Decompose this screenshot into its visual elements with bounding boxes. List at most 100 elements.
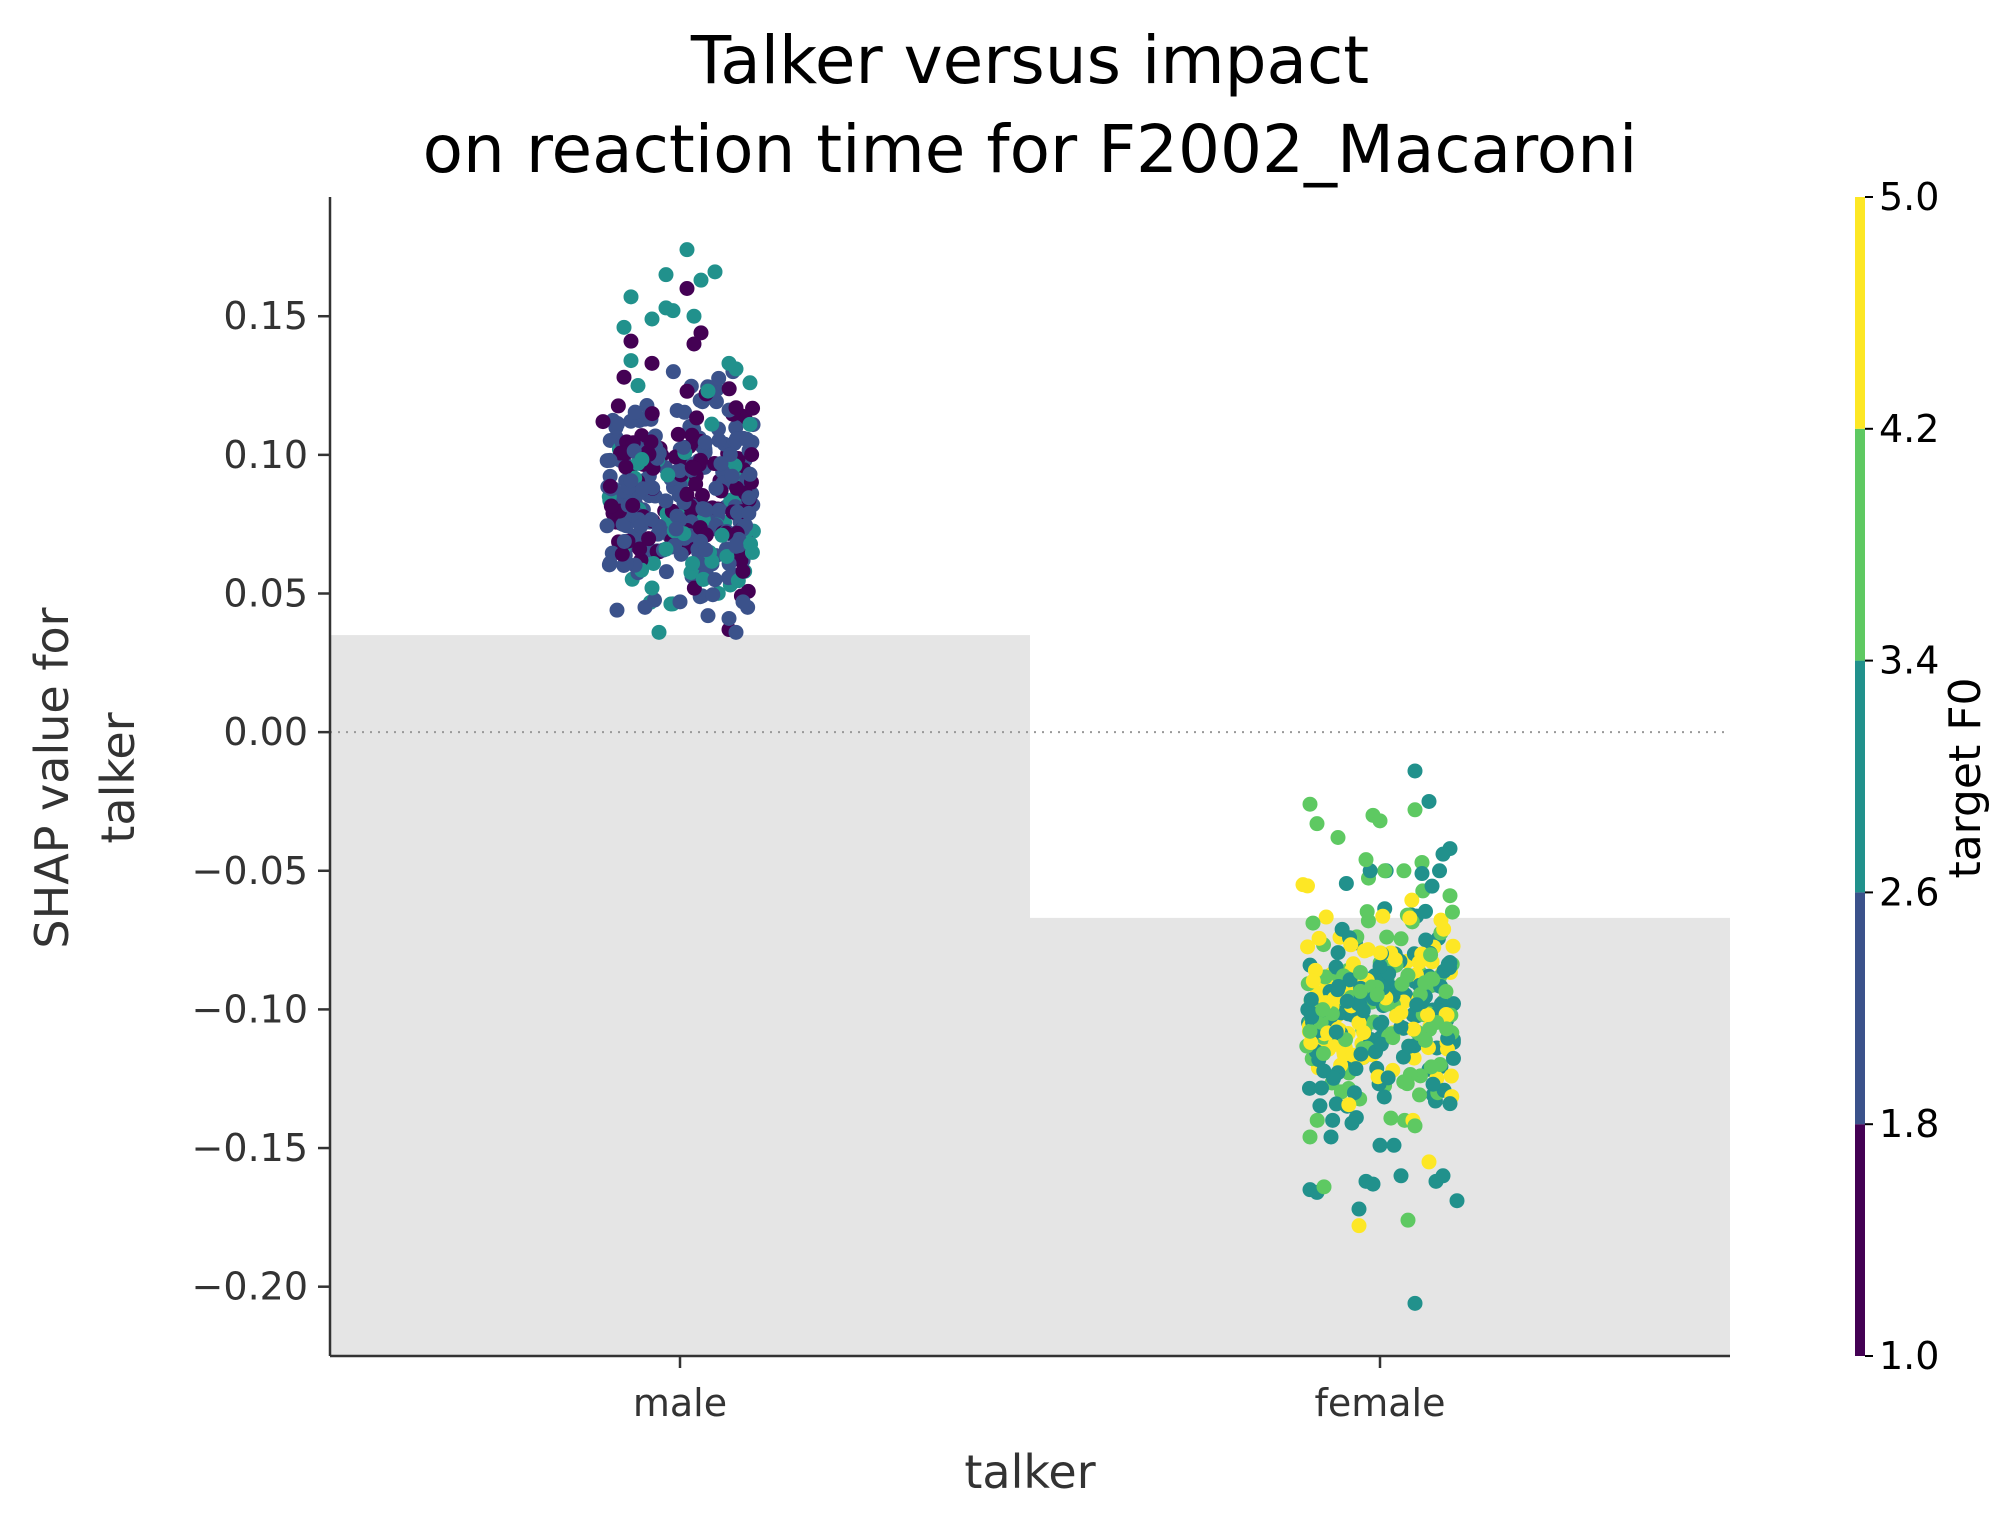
data-point-female bbox=[1315, 1002, 1331, 1018]
data-point-male bbox=[676, 439, 692, 455]
colorbar: 1.0 1.8 2.6 3.4 4.2 5.0 bbox=[1855, 175, 1939, 1378]
data-point-male bbox=[627, 404, 643, 420]
data-point-male bbox=[713, 456, 729, 472]
data-point-female bbox=[1372, 813, 1388, 829]
data-point-male bbox=[623, 333, 639, 349]
colorbar-tick-label: 1.8 bbox=[1879, 1102, 1939, 1146]
data-point-male bbox=[729, 504, 745, 520]
data-point-female bbox=[1341, 1097, 1357, 1113]
data-point-male bbox=[724, 468, 740, 484]
data-point-male bbox=[741, 505, 757, 521]
data-point-female bbox=[1333, 1084, 1349, 1100]
data-point-female bbox=[1358, 852, 1374, 868]
data-point-male bbox=[711, 370, 727, 386]
colorbar-segment bbox=[1855, 428, 1865, 661]
data-point-female bbox=[1346, 1085, 1362, 1101]
data-point-female bbox=[1414, 854, 1430, 870]
data-point-male bbox=[602, 452, 618, 468]
y-tick-label: 0.15 bbox=[223, 294, 308, 338]
data-point-female bbox=[1407, 1295, 1423, 1311]
data-point-male bbox=[677, 404, 693, 420]
data-point-male bbox=[735, 563, 751, 579]
data-point-male bbox=[672, 594, 688, 610]
data-point-male bbox=[711, 502, 727, 518]
data-point-female bbox=[1357, 943, 1373, 959]
data-point-female bbox=[1402, 910, 1418, 926]
data-point-female bbox=[1342, 972, 1358, 988]
data-point-female bbox=[1303, 991, 1319, 1007]
data-point-female bbox=[1303, 1035, 1319, 1051]
data-point-female bbox=[1309, 816, 1325, 832]
data-point-male bbox=[744, 447, 760, 463]
data-point-female bbox=[1404, 892, 1420, 908]
data-point-male bbox=[700, 383, 716, 399]
data-point-female bbox=[1338, 875, 1354, 891]
data-point-female bbox=[1351, 1015, 1367, 1031]
x-axis-ticks: male female bbox=[633, 1356, 1446, 1425]
data-point-female bbox=[1393, 1168, 1409, 1184]
data-point-female bbox=[1423, 1059, 1439, 1075]
data-point-male bbox=[700, 608, 716, 624]
data-point-male bbox=[686, 336, 702, 352]
data-point-female bbox=[1417, 1032, 1433, 1048]
data-point-male bbox=[637, 599, 653, 615]
data-point-female bbox=[1373, 1036, 1389, 1052]
data-point-female bbox=[1305, 973, 1321, 989]
data-point-female bbox=[1436, 921, 1452, 937]
y-tick-label: 0.00 bbox=[223, 710, 308, 754]
data-point-male bbox=[641, 531, 657, 547]
colorbar-tick-label: 5.0 bbox=[1879, 175, 1939, 219]
data-point-female bbox=[1352, 983, 1368, 999]
data-point-male bbox=[742, 416, 758, 432]
data-point-female bbox=[1316, 1179, 1332, 1195]
data-point-female bbox=[1351, 1218, 1367, 1234]
data-point-male bbox=[610, 398, 626, 414]
data-point-male bbox=[643, 511, 659, 527]
data-point-female bbox=[1423, 947, 1439, 963]
data-point-female bbox=[1372, 945, 1388, 961]
data-point-male bbox=[686, 308, 702, 324]
data-point-male bbox=[599, 518, 615, 534]
data-point-male bbox=[679, 487, 695, 503]
data-point-male bbox=[651, 624, 667, 640]
data-point-female bbox=[1318, 909, 1334, 925]
data-point-male bbox=[645, 555, 661, 571]
data-point-female bbox=[1421, 793, 1437, 809]
y-tick-label: 0.05 bbox=[223, 572, 308, 616]
data-point-female bbox=[1400, 967, 1416, 983]
scatter-points bbox=[595, 242, 1465, 1311]
data-point-male bbox=[705, 587, 721, 603]
data-point-female bbox=[1443, 1068, 1459, 1084]
data-point-female bbox=[1396, 863, 1412, 879]
data-point-male bbox=[697, 434, 713, 450]
data-point-male bbox=[728, 400, 744, 416]
data-point-male bbox=[616, 319, 632, 335]
data-point-male bbox=[721, 610, 737, 626]
data-point-female bbox=[1424, 878, 1440, 894]
y-tick-label: −0.20 bbox=[192, 1265, 308, 1309]
data-point-female bbox=[1331, 979, 1347, 995]
data-point-male bbox=[658, 493, 674, 509]
data-point-male bbox=[679, 383, 695, 399]
chart-title-line2: on reaction time for F2002_Macaroni bbox=[423, 111, 1638, 188]
data-point-male bbox=[728, 624, 744, 640]
data-point-male bbox=[687, 460, 703, 476]
data-point-male bbox=[595, 414, 611, 430]
background-bar-male bbox=[330, 635, 1030, 1356]
data-point-female bbox=[1344, 1115, 1360, 1131]
data-point-male bbox=[735, 594, 751, 610]
data-point-male bbox=[707, 264, 723, 280]
colorbar-segment bbox=[1855, 892, 1865, 1125]
data-point-male bbox=[743, 536, 759, 552]
data-point-male bbox=[721, 355, 737, 371]
data-point-male bbox=[658, 541, 674, 557]
data-point-female bbox=[1439, 1007, 1455, 1023]
data-point-male bbox=[698, 542, 714, 558]
data-point-male bbox=[672, 463, 688, 479]
data-point-female bbox=[1380, 1070, 1396, 1086]
data-point-female bbox=[1445, 1050, 1461, 1066]
x-axis-label: talker bbox=[964, 1445, 1095, 1499]
data-point-male bbox=[711, 432, 727, 448]
data-point-male bbox=[602, 478, 618, 494]
data-point-female bbox=[1386, 1137, 1402, 1153]
